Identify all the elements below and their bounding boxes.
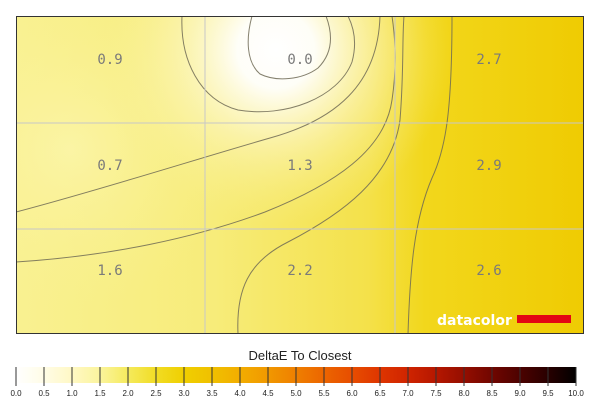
colorbar-segment	[156, 367, 185, 383]
colorbar-tick-label: 3.0	[178, 389, 190, 398]
contour-line	[181, 16, 355, 113]
colorbar-segment	[268, 367, 297, 383]
colorbar-segment	[520, 367, 549, 383]
colorbar-tick-label: 8.0	[458, 389, 470, 398]
colorbar-segment	[352, 367, 381, 383]
cell-value-label: 0.0	[287, 52, 312, 68]
colorbar-segment	[436, 367, 465, 383]
cell-value-label: 0.9	[97, 52, 122, 68]
colorbar-tick-label: 7.0	[402, 389, 414, 398]
colorbar-segment	[128, 367, 157, 383]
colorbar-tick-label: 4.0	[234, 389, 246, 398]
heatmap-surface	[16, 16, 584, 334]
colorbar-tick-label: 7.5	[430, 389, 442, 398]
colorbar-tick-label: 1.0	[66, 389, 78, 398]
colorbar-tick-label: 10.0	[568, 389, 584, 398]
colorbar-tick-label: 3.5	[206, 389, 218, 398]
colorbar-tick-label: 5.5	[318, 389, 330, 398]
colorbar-segment	[212, 367, 241, 383]
colorbar-tick-label: 5.0	[290, 389, 302, 398]
colorbar-segment	[548, 367, 577, 383]
colorbar-segment	[464, 367, 493, 383]
cell-value-label: 2.9	[476, 158, 501, 174]
colorbar-segment	[408, 367, 437, 383]
cell-value-labels: 0.9 0.0 2.7 0.7 1.3 2.9 1.6 2.2 2.6	[97, 52, 501, 279]
colorbar-tick-label: 9.5	[542, 389, 554, 398]
colorbar-tick-label: 1.5	[94, 389, 106, 398]
cell-value-label: 1.6	[97, 263, 122, 279]
colorbar-segment	[184, 367, 213, 383]
cell-value-label: 2.2	[287, 263, 312, 279]
colorbar-segment	[296, 367, 325, 383]
colorbar-segment	[380, 367, 409, 383]
cell-value-label: 2.7	[476, 52, 501, 68]
logo-text: datacolor	[437, 313, 512, 329]
colorbar-segment	[324, 367, 353, 383]
datacolor-logo: datacolor	[437, 313, 571, 329]
colorbar-segment	[240, 367, 269, 383]
colorbar-tick-label: 2.5	[150, 389, 162, 398]
colorbar-segment	[44, 367, 73, 383]
plot-frame	[16, 16, 584, 334]
cell-value-label: 0.7	[97, 158, 122, 174]
colorbar-tick-label: 9.0	[514, 389, 526, 398]
cell-value-label: 2.6	[476, 263, 501, 279]
colorbar-title: DeltaE To Closest	[248, 348, 351, 363]
contour-line	[16, 16, 381, 213]
colorbar-tick-label: 4.5	[262, 389, 274, 398]
grid-lines	[16, 16, 584, 334]
colorbar-segment	[492, 367, 521, 383]
colorbar-segment	[16, 367, 45, 383]
contour-line	[247, 16, 331, 80]
contour-line	[237, 16, 405, 334]
colorbar-tick-label: 0.5	[38, 389, 50, 398]
logo-bar	[517, 315, 571, 323]
colorbar-segment	[72, 367, 101, 383]
colorbar: 0.0 0.5 1.0 1.5 2.0 2.5 3.0 3.5 4.0 4.5 5.0 5.5 6.0 6…	[10, 367, 584, 398]
colorbar-tick-label: 2.0	[122, 389, 134, 398]
contour-line	[407, 16, 453, 334]
colorbar-tick-label: 6.5	[374, 389, 386, 398]
colorbar-segment	[100, 367, 129, 383]
cell-value-label: 1.3	[287, 158, 312, 174]
colorbar-tick-label: 8.5	[486, 389, 498, 398]
colorbar-tick-label: 6.0	[346, 389, 358, 398]
colorbar-tick-label: 0.0	[10, 389, 22, 398]
